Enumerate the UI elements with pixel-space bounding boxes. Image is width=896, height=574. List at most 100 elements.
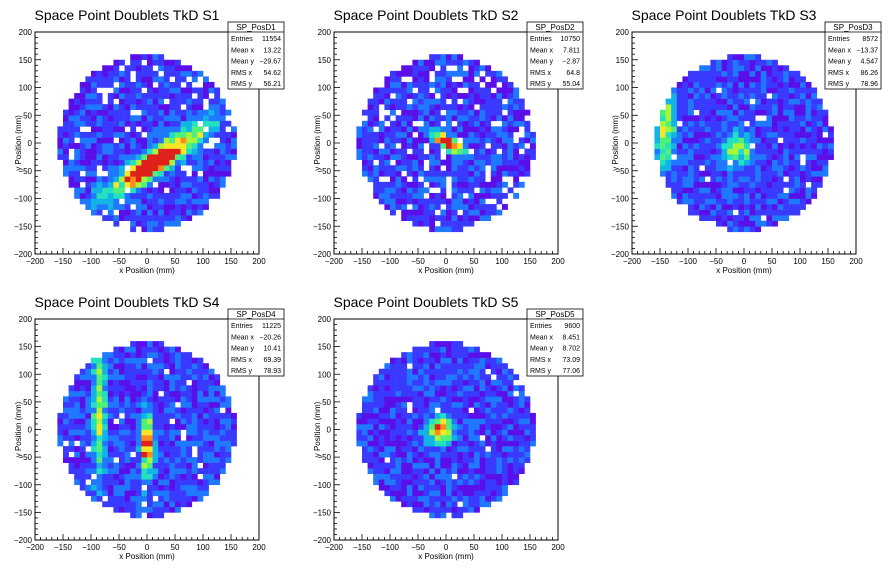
heatmap-cell	[418, 429, 424, 436]
heatmap-cell	[135, 131, 142, 138]
heatmap-cell	[158, 462, 165, 469]
heatmap-cell	[91, 165, 97, 172]
heatmap-cell	[446, 401, 452, 408]
heatmap-cell	[423, 209, 430, 216]
heatmap-cell	[191, 418, 198, 425]
heatmap-cell	[755, 70, 762, 77]
heatmap-cell	[119, 81, 125, 88]
heatmap-cell	[423, 120, 430, 127]
heatmap-cell	[800, 115, 806, 122]
heatmap-cell	[401, 396, 408, 403]
heatmap-cell	[716, 120, 722, 127]
heatmap-cell	[794, 131, 801, 138]
heatmap-cell	[440, 192, 447, 199]
heatmap-cell	[107, 429, 114, 436]
heatmap-cell	[468, 446, 475, 452]
heatmap-cell	[107, 412, 114, 419]
heatmap-cell	[738, 154, 745, 160]
heatmap-cell	[158, 368, 165, 375]
heatmap-cell	[772, 137, 778, 144]
heatmap-cell	[186, 468, 193, 475]
heatmap-cell	[406, 457, 413, 463]
heatmap-cell	[219, 423, 226, 430]
y-tick-label: 200	[19, 315, 33, 324]
heatmap-cell	[96, 490, 103, 497]
stats-label: Mean x	[231, 47, 254, 54]
heatmap-cell	[91, 412, 97, 419]
heatmap-cell	[496, 98, 503, 105]
heatmap-cell	[119, 484, 125, 491]
heatmap-cell	[434, 396, 441, 403]
heatmap-cell	[710, 59, 717, 66]
stats-value: 78.96	[860, 81, 878, 88]
heatmap-cell	[163, 209, 170, 216]
heatmap-cell	[468, 495, 475, 502]
heatmap-cell	[91, 120, 97, 127]
heatmap-cell	[423, 176, 430, 183]
heatmap-cell	[208, 390, 215, 397]
heatmap-cell	[462, 357, 469, 364]
heatmap-cell	[107, 490, 114, 497]
heatmap-cell	[457, 512, 464, 519]
heatmap-cell	[749, 204, 756, 210]
heatmap-cell	[74, 462, 81, 469]
heatmap-cell	[208, 109, 215, 116]
heatmap-cell	[219, 440, 226, 447]
heatmap-cell	[518, 154, 525, 160]
heatmap-cell	[485, 81, 492, 88]
heatmap-cell	[457, 473, 464, 480]
heatmap-cell	[135, 385, 142, 392]
heatmap-cell	[429, 81, 436, 88]
heatmap-cell	[373, 446, 380, 452]
heatmap-cell	[219, 429, 226, 436]
heatmap-cell	[152, 446, 159, 452]
heatmap-cell	[777, 176, 784, 183]
heatmap-cell	[107, 115, 114, 122]
heatmap-cell	[496, 137, 503, 144]
heatmap-cell	[91, 379, 97, 386]
heatmap-cell	[102, 457, 109, 463]
heatmap-cell	[152, 187, 159, 194]
heatmap-cell	[124, 357, 131, 364]
heatmap-cell	[474, 390, 480, 397]
heatmap-cell	[507, 126, 514, 133]
heatmap-cell	[451, 187, 458, 194]
heatmap-cell	[373, 412, 380, 419]
heatmap-cell	[693, 98, 700, 105]
heatmap-cell	[96, 495, 103, 502]
heatmap-cell	[135, 363, 142, 370]
heatmap-cell	[395, 412, 402, 419]
heatmap-cell	[524, 446, 531, 452]
heatmap-cell	[119, 379, 125, 386]
heatmap-cell	[682, 176, 689, 183]
heatmap-cell	[163, 165, 170, 172]
heatmap-cell	[141, 357, 148, 364]
heatmap-cell	[169, 59, 176, 66]
heatmap-cell	[828, 148, 834, 155]
heatmap-cell	[665, 154, 672, 160]
heatmap-cell	[446, 159, 452, 166]
heatmap-cell	[766, 198, 773, 205]
heatmap-cell	[147, 120, 153, 127]
stats-label: RMS x	[530, 357, 552, 364]
heatmap-cell	[783, 120, 790, 127]
heatmap-cell	[406, 81, 413, 88]
heatmap-cell	[429, 120, 436, 127]
heatmap-cell	[688, 143, 694, 149]
chart-panel-1: Space Point Doublets TkD S1−200 −150 −100−…	[14, 7, 285, 275]
heatmap-cell	[457, 423, 464, 430]
heatmap-cell	[85, 154, 92, 160]
heatmap-cell	[91, 418, 97, 425]
heatmap-cell	[513, 479, 520, 486]
heatmap-cell	[113, 165, 120, 172]
heatmap-cell	[169, 204, 176, 210]
heatmap-cell	[446, 76, 452, 83]
heatmap-cell	[180, 176, 187, 183]
heatmap-cell	[395, 418, 402, 425]
heatmap-cell	[766, 76, 773, 83]
heatmap-cell	[378, 374, 385, 381]
heatmap-cell	[135, 357, 142, 364]
heatmap-cell	[191, 170, 198, 177]
heatmap-cell	[169, 468, 176, 475]
heatmap-cell	[446, 170, 452, 177]
